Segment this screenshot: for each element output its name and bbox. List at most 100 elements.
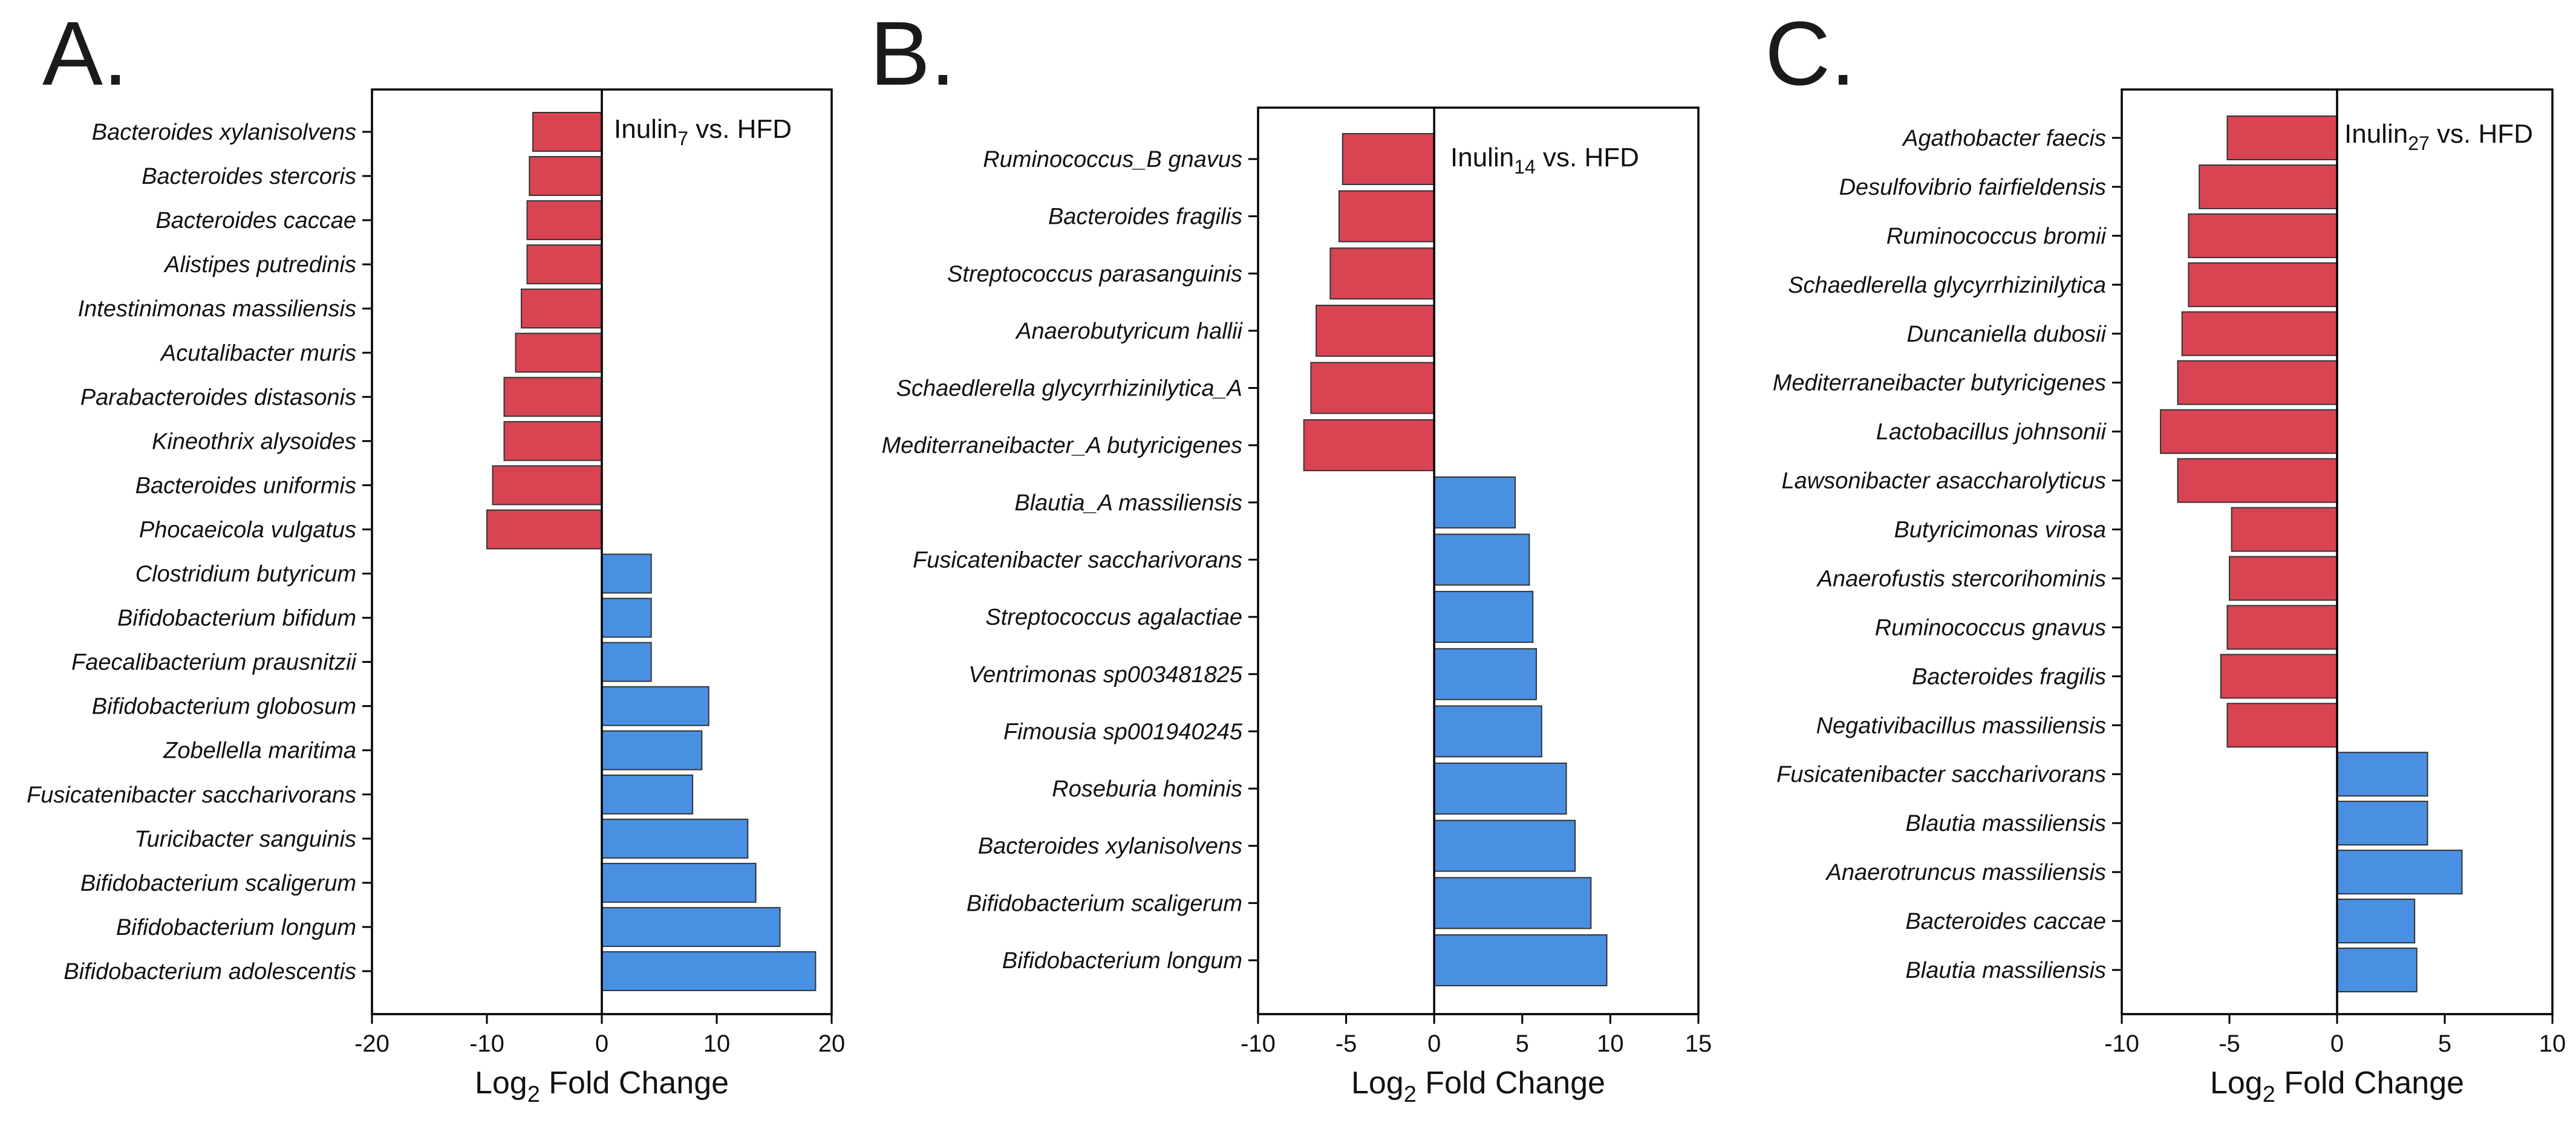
category-label: Blautia massiliensis — [1905, 958, 2106, 983]
bar — [1433, 705, 1542, 758]
category-label: Anaerotruncus massiliensis — [1825, 860, 2106, 885]
x-axis-title: Log2 Fold Change — [2210, 1066, 2464, 1107]
x-tick-label: 10 — [703, 1030, 731, 1057]
category-label: Streptococcus parasanguinis — [947, 261, 1242, 287]
category-label: Turicibacter sanguinis — [134, 827, 356, 852]
category-label: Bacteroides uniformis — [135, 473, 356, 498]
category-label: Bifidobacterium longum — [1002, 948, 1242, 974]
bar — [2336, 801, 2428, 846]
category-label: Fusicatenibacter saccharivorans — [913, 547, 1242, 573]
category-label: Anaerobutyricum hallii — [1015, 319, 1243, 344]
bar — [601, 642, 652, 682]
x-axis-title: Log2 Fold Change — [1351, 1066, 1605, 1107]
bar — [2336, 752, 2428, 797]
x-tick-label: -5 — [2219, 1030, 2240, 1057]
bar — [1433, 819, 1576, 872]
category-label: Zobellella maritima — [163, 738, 356, 764]
category-label: Parabacteroides distasonis — [80, 385, 356, 410]
panel-letter: C. — [1765, 2, 1856, 104]
category-label: Bifidobacterium adolescentis — [64, 959, 356, 984]
comparison-label: Inulin14 vs. HFD — [1450, 143, 1639, 178]
bar — [601, 730, 703, 770]
bar — [2226, 703, 2338, 748]
category-label: Mediterraneibacter_A butyricigenes — [882, 433, 1242, 458]
x-tick-label: 0 — [1427, 1030, 1441, 1057]
x-axis-title: Log2 Fold Change — [475, 1066, 729, 1107]
category-label: Ventrimonas sp003481825 — [968, 662, 1243, 688]
category-label: Bifidobacterium longum — [116, 915, 356, 940]
category-label: Fusicatenibacter saccharivorans — [1776, 762, 2106, 787]
category-label: Bacteroides caccae — [1905, 909, 2106, 934]
category-label: Fimousia sp001940245 — [1003, 719, 1243, 744]
x-tick-label: 15 — [1685, 1030, 1712, 1057]
x-tick-label: 5 — [1516, 1030, 1529, 1057]
x-tick-label: -10 — [2104, 1030, 2139, 1057]
x-tick-label: 20 — [818, 1030, 846, 1057]
category-label: Intestinimonas massiliensis — [78, 296, 356, 322]
bar — [2181, 311, 2338, 356]
category-label: Roseburia hominis — [1052, 776, 1242, 802]
category-label: Acutalibacter muris — [160, 340, 356, 366]
bar — [2177, 360, 2338, 405]
category-label: Butyricimonas virosa — [1894, 518, 2106, 543]
x-tick-label: -5 — [1335, 1030, 1357, 1057]
panel-a: A. Bacteroides xylanisolvens Bacteroides s… — [27, 2, 845, 1107]
comparison-label: Inulin27 vs. HFD — [2344, 119, 2533, 154]
bar — [1303, 419, 1435, 472]
category-label: Bifidobacterium scaligerum — [967, 891, 1242, 916]
bar — [601, 906, 781, 947]
bar — [1433, 648, 1537, 700]
category-label: Bacteroides fragilis — [1048, 204, 1242, 230]
bar — [515, 333, 602, 373]
bar — [601, 553, 652, 594]
bar — [526, 200, 602, 241]
category-label: Alistipes putredinis — [163, 252, 356, 278]
bar — [1338, 190, 1435, 242]
x-tick-label: 0 — [595, 1030, 608, 1057]
x-tick-label: 10 — [2539, 1030, 2566, 1057]
category-label: Ruminococcus bromii — [1886, 224, 2107, 249]
comparison-label: Inulin7 vs. HFD — [614, 114, 792, 149]
bar — [601, 862, 757, 903]
category-label: Lawsonibacter asaccharolyticus — [1782, 469, 2107, 494]
bar — [1342, 133, 1435, 185]
category-label: Desulfovibrio fairfieldensis — [1839, 175, 2106, 200]
bar — [492, 465, 602, 506]
category-label: Agathobacter faecis — [1902, 126, 2106, 151]
category-label: Blautia massiliensis — [1905, 811, 2106, 836]
bar — [2226, 116, 2338, 160]
bar — [2188, 262, 2338, 307]
bar — [529, 156, 602, 197]
category-label: Ruminococcus_B gnavus — [983, 147, 1242, 172]
x-tick-label: -20 — [354, 1030, 390, 1057]
bar — [2188, 213, 2338, 258]
bar — [1316, 304, 1435, 357]
x-tick-label: -10 — [1241, 1030, 1276, 1057]
panel-b: B. Ruminococcus_B gnavus Bacteroides fragi… — [870, 2, 1712, 1107]
bar — [1433, 591, 1534, 643]
bar — [1433, 533, 1530, 586]
category-label: Bacteroides xylanisolvens — [978, 834, 1242, 859]
bar — [526, 244, 602, 285]
category-label: Schaedlerella glycyrrhizinilytica_A — [896, 376, 1242, 402]
bar — [1310, 362, 1435, 414]
bar — [2231, 507, 2338, 552]
bar — [532, 112, 602, 152]
category-label: Bacteroides stercoris — [142, 164, 356, 189]
category-label: Bifidobacterium globosum — [92, 694, 356, 720]
bar — [2160, 409, 2338, 454]
category-label: Fusicatenibacter saccharivorans — [27, 783, 356, 808]
bar — [2199, 164, 2338, 209]
category-label: Ruminococcus gnavus — [1875, 615, 2106, 640]
bar — [601, 686, 709, 726]
bar — [2229, 556, 2338, 601]
category-label: Bifidobacterium scaligerum — [80, 871, 356, 896]
bar — [1433, 476, 1516, 529]
x-tick-label: 10 — [1597, 1030, 1624, 1057]
category-label: Negativibacillus massiliensis — [1816, 713, 2106, 738]
bar — [601, 951, 817, 991]
category-label: Faecalibacterium prausnitzii — [71, 650, 357, 675]
category-label: Bifidobacterium bifidum — [117, 606, 356, 631]
bar — [2177, 458, 2338, 503]
